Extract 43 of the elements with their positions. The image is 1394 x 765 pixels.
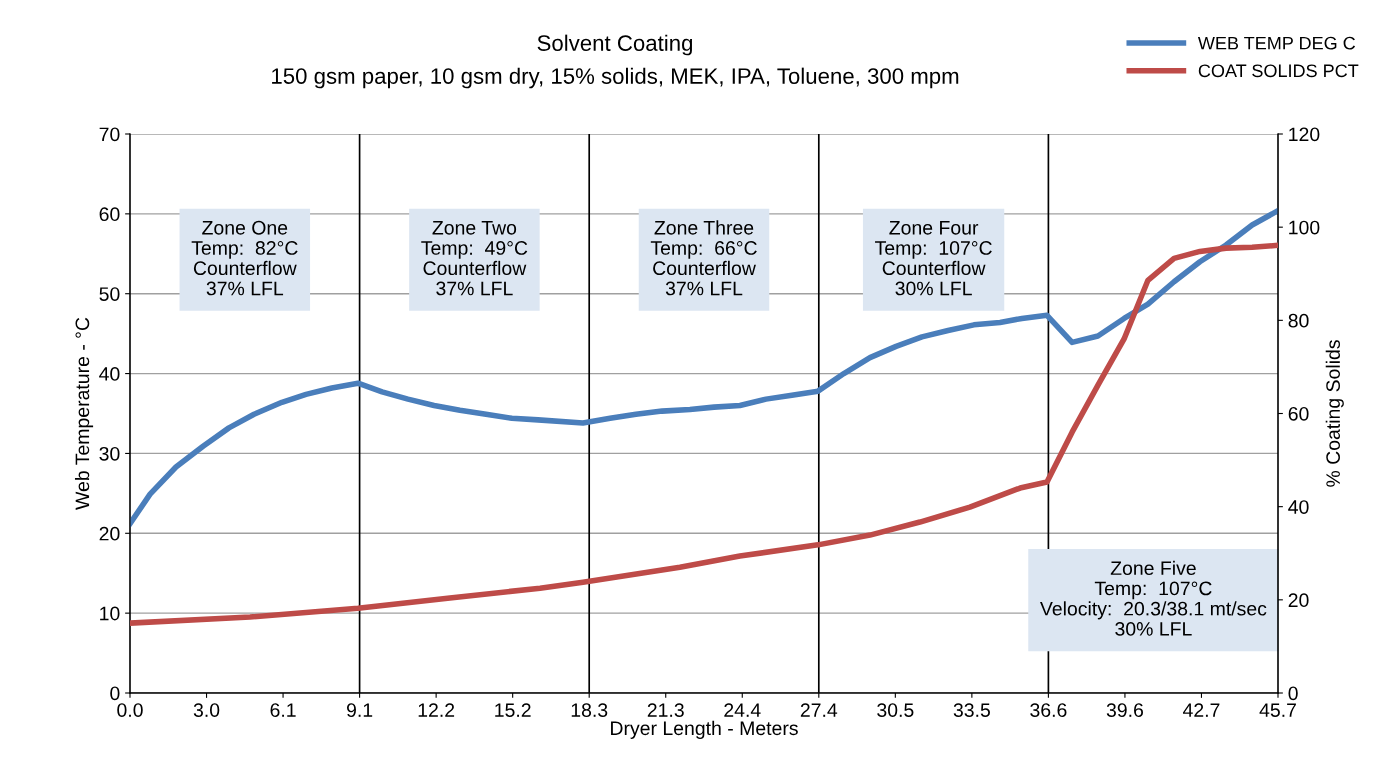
y-tick-label: 20	[99, 526, 120, 541]
x-tick-label: 15.2	[495, 703, 531, 717]
x-tick-label: 6.1	[270, 703, 296, 717]
y2-tick-label: 120	[1289, 127, 1320, 142]
x-tick-label: 30.5	[877, 703, 914, 717]
y2-tick-label: 100	[1289, 220, 1320, 235]
y-tick-label: 30	[99, 446, 120, 461]
annotation: Zone Three Temp: 66°C Counterflow 37% LFL	[650, 220, 757, 296]
annotation: Zone Four Temp: 107°C Counterflow 30% LFL	[875, 221, 992, 296]
y-tick-label: 10	[100, 606, 120, 621]
y-tick-label: 50	[99, 287, 120, 301]
annotation: Zone Two Temp: 49°C Counterflow 37% LFL	[421, 221, 528, 296]
y2-tick-label: 20	[1288, 593, 1309, 608]
x-tick-label: 36.6	[1030, 703, 1067, 717]
x-tick-label: 3.0	[193, 703, 220, 717]
x-tick-label: 39.6	[1106, 703, 1143, 717]
y2-tick-label: 80	[1288, 313, 1309, 328]
x-tick-label: 27.4	[800, 703, 838, 717]
x-tick-label: 0.0	[117, 703, 143, 717]
x-tick-label: 12.2	[418, 703, 455, 717]
y2-tick-label: 0	[1288, 686, 1298, 701]
y-tick-label: 0	[110, 686, 120, 701]
annotation: Zone One Temp: 82°C Counterflow 37% LFL	[191, 220, 298, 296]
y-axis-title: Web Temperature - °C	[74, 317, 94, 510]
legend-label: COAT SOLIDS PCT	[1198, 64, 1359, 78]
y2-tick-label: 60	[1288, 406, 1309, 421]
y-tick-label: 70	[99, 127, 120, 142]
legend-label: WEB TEMP DEG C	[1197, 36, 1356, 50]
x-axis-title: Dryer Length - Meters	[611, 720, 798, 739]
y-tick-label: 40	[99, 367, 120, 381]
y2-axis-title: % Coating Solids	[1325, 340, 1344, 487]
x-tick-label: 45.7	[1259, 703, 1296, 717]
annotation: Zone Five Temp: 107°C Velocity: 20.3/38.1 mt/sec 30% LFL	[1040, 560, 1267, 636]
chart-subtitle: 150 gsm paper, 10 gsm dry, 15% solids, MEK, IPA, Toluene, 300 mpm	[272, 67, 959, 89]
y2-tick-label: 40	[1288, 500, 1309, 514]
x-tick-label: 21.3	[647, 703, 684, 717]
x-tick-label: 24.4	[724, 703, 761, 717]
x-tick-label: 42.7	[1182, 703, 1220, 717]
chart-title: Solvent Coating	[537, 34, 693, 56]
x-tick-label: 18.3	[571, 703, 608, 717]
y-tick-label: 60	[99, 207, 120, 222]
x-tick-label: 33.5	[953, 703, 990, 717]
x-tick-label: 9.1	[347, 703, 373, 717]
